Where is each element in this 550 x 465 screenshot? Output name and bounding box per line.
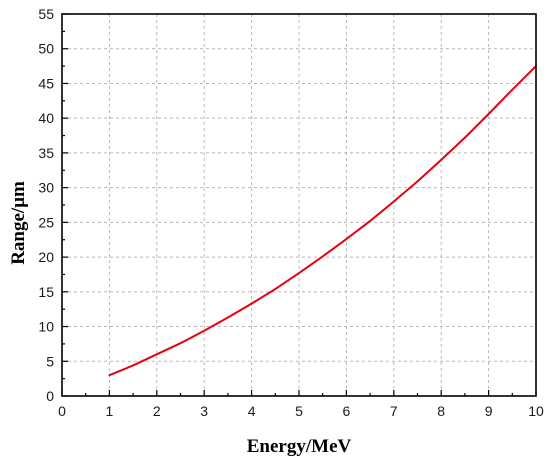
x-axis-title: Energy/MeV [247,436,352,457]
y-tick-label: 55 [38,6,54,22]
x-tick-label: 4 [248,403,256,419]
y-tick-label: 5 [46,353,54,369]
x-tick-label: 5 [295,403,303,419]
x-tick-label: 10 [528,403,544,419]
y-tick-label: 30 [38,180,54,196]
x-tick-label: 2 [153,403,161,419]
x-tick-label: 0 [58,403,66,419]
y-tick-label: 50 [38,41,54,57]
y-tick-label: 45 [38,75,54,91]
y-tick-label: 15 [38,284,54,300]
range-curve [108,65,537,377]
y-tick-label: 40 [38,110,54,126]
series-layer [108,65,537,377]
x-tick-label: 8 [437,403,445,419]
axes [61,13,537,397]
x-tick-label: 1 [106,403,114,419]
y-tick-label: 25 [38,214,54,230]
x-tick-label: 3 [200,403,208,419]
x-tick-label: 6 [343,403,351,419]
y-axis-title: Range/μm [8,181,29,265]
y-tick-label: 0 [46,388,54,404]
y-tick-label: 10 [38,319,54,335]
y-tick-label: 20 [38,249,54,265]
x-tick-label: 9 [485,403,493,419]
grid-lines [62,14,536,396]
y-tick-label: 35 [38,145,54,161]
x-tick-label: 7 [390,403,398,419]
